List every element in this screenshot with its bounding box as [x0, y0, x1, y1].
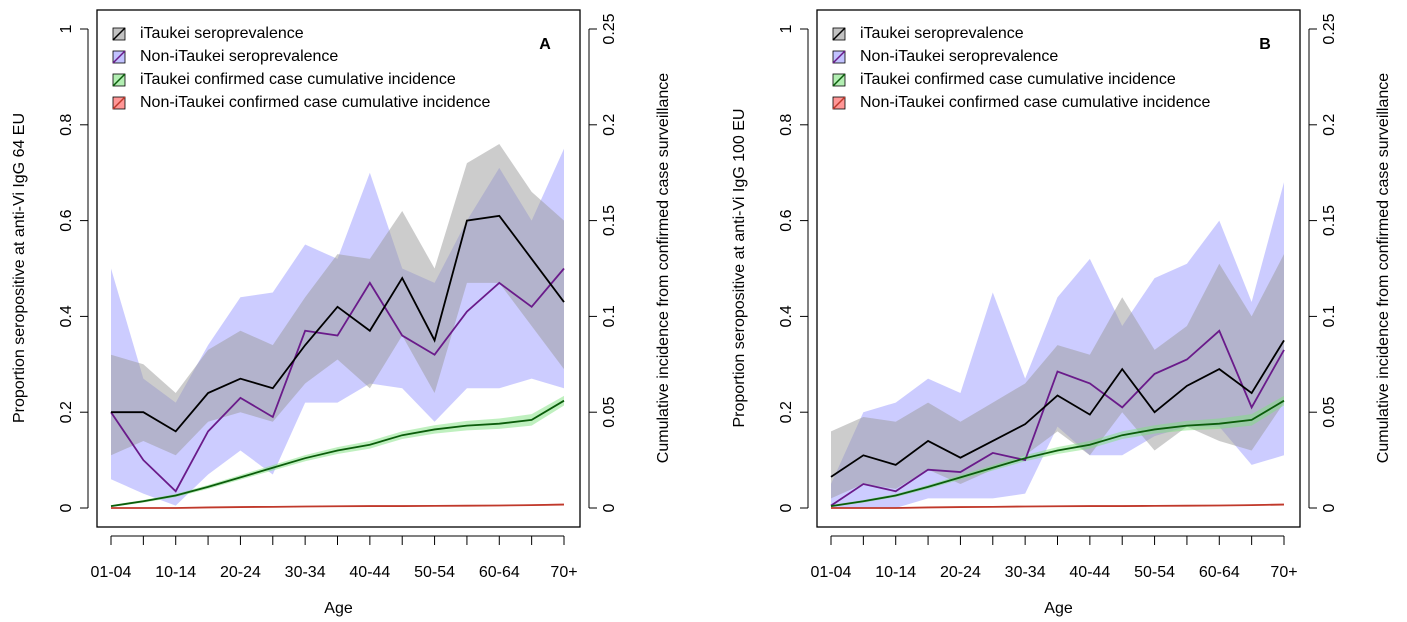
- y2-tick-label: 0.05: [1321, 397, 1338, 428]
- series-line: [111, 503, 565, 509]
- legend-label: Non-iTaukei confirmed case cumulative in…: [140, 94, 490, 111]
- legend-line: [832, 96, 846, 110]
- legend-label: iTaukei seroprevalence: [140, 25, 304, 42]
- series-line: [111, 214, 565, 433]
- y-tick-label: 0.4: [778, 305, 795, 327]
- y2-tick-label: 0: [1321, 503, 1338, 512]
- legend-line: [832, 73, 846, 87]
- y2-tick-label: 0.1: [1321, 305, 1338, 327]
- y-tick-label: 0.2: [778, 401, 795, 423]
- y-axis-label: Proportion seropositive at anti-Vi IgG 6…: [11, 113, 28, 423]
- x-tick-label: 40-44: [349, 564, 390, 581]
- y2-axis-label: Cumulative incidence from confirmed case…: [655, 73, 672, 463]
- y2-tick-label: 0.15: [601, 205, 618, 236]
- series-line: [110, 267, 565, 493]
- y2-tick-label: 0.25: [601, 13, 618, 44]
- legend-line: [832, 50, 846, 64]
- legend-line: [112, 50, 126, 64]
- x-tick-label: 01-04: [811, 564, 852, 581]
- confidence-band: [111, 395, 564, 508]
- legend-label: iTaukei confirmed case cumulative incide…: [860, 71, 1176, 88]
- panel-label: A: [539, 36, 551, 53]
- y-tick-label: 0.8: [58, 114, 75, 136]
- confidence-band: [831, 254, 1284, 499]
- series-line: [110, 399, 565, 507]
- x-tick-label: 60-64: [479, 564, 520, 581]
- y-tick-label: 0.8: [778, 114, 795, 136]
- panel-label: B: [1259, 36, 1271, 53]
- legend-line: [112, 96, 126, 110]
- x-axis-label: Age: [324, 600, 353, 617]
- y-tick-label: 0.6: [778, 209, 795, 231]
- x-tick-label: 20-24: [220, 564, 261, 581]
- x-tick-label: 10-14: [875, 564, 916, 581]
- legend-line: [832, 27, 846, 41]
- confidence-band: [831, 395, 1284, 508]
- legend-line: [112, 73, 126, 87]
- y-tick-label: 0.2: [58, 401, 75, 423]
- y2-tick-label: 0.1: [601, 305, 618, 327]
- x-tick-label: 50-54: [414, 564, 455, 581]
- legend-label: iTaukei seroprevalence: [860, 25, 1024, 42]
- y2-tick-label: 0.2: [601, 114, 618, 136]
- confidence-band: [111, 143, 564, 456]
- x-tick-label: 30-34: [285, 564, 326, 581]
- y2-tick-label: 0.15: [1321, 205, 1338, 236]
- y-tick-label: 0: [778, 503, 795, 512]
- y2-tick-label: 0: [601, 503, 618, 512]
- y2-tick-label: 0.2: [1321, 114, 1338, 136]
- plot-frame: [96, 9, 581, 528]
- y2-tick-label: 0.05: [601, 397, 618, 428]
- legend-label: Non-iTaukei confirmed case cumulative in…: [860, 94, 1210, 111]
- y-tick-label: 1: [778, 24, 795, 33]
- plot-frame: [816, 9, 1301, 528]
- legend-label: Non-iTaukei seroprevalence: [140, 48, 338, 65]
- x-tick-label: 70+: [1270, 564, 1297, 581]
- y-axis-label: Proportion seropositive at anti-Vi IgG 1…: [731, 109, 748, 428]
- x-tick-label: 50-54: [1134, 564, 1175, 581]
- x-axis-label: Age: [1044, 600, 1073, 617]
- legend-line: [112, 27, 126, 41]
- series-line: [830, 339, 1285, 478]
- x-tick-label: 20-24: [940, 564, 981, 581]
- y-tick-label: 1: [58, 24, 75, 33]
- x-tick-label: 10-14: [155, 564, 196, 581]
- y2-axis-label: Cumulative incidence from confirmed case…: [1375, 73, 1392, 463]
- x-tick-label: 01-04: [91, 564, 132, 581]
- y-tick-label: 0.4: [58, 305, 75, 327]
- x-tick-label: 30-34: [1005, 564, 1046, 581]
- x-tick-label: 40-44: [1069, 564, 1110, 581]
- y-tick-label: 0.6: [58, 209, 75, 231]
- y2-tick-label: 0.25: [1321, 13, 1338, 44]
- legend-label: iTaukei confirmed case cumulative incide…: [140, 71, 456, 88]
- y-tick-label: 0: [58, 503, 75, 512]
- legend-label: Non-iTaukei seroprevalence: [860, 48, 1058, 65]
- series-line: [830, 399, 1285, 507]
- series-line: [831, 503, 1285, 509]
- x-tick-label: 60-64: [1199, 564, 1240, 581]
- series-line: [830, 329, 1285, 507]
- x-tick-label: 70+: [550, 564, 577, 581]
